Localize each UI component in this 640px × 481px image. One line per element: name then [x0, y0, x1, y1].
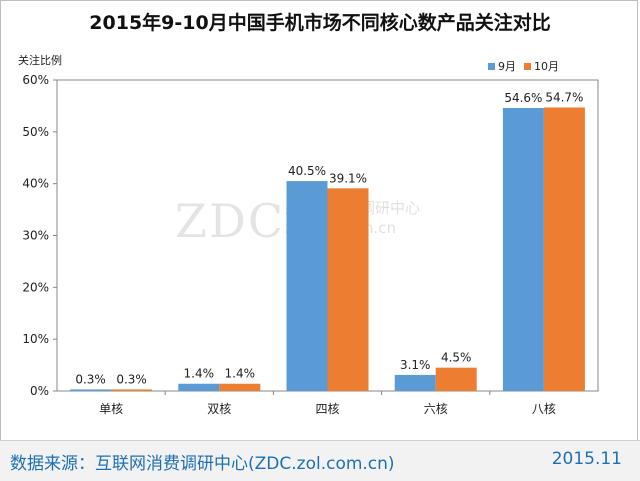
- bar-series-2: [219, 383, 261, 391]
- y-axis-label: 关注比例: [18, 54, 62, 67]
- data-label: 1.4%: [225, 367, 256, 381]
- legend-swatch-series-1: [488, 62, 495, 70]
- data-label: 39.1%: [329, 171, 367, 185]
- y-tick-label: 40%: [22, 177, 49, 191]
- data-label: 54.7%: [545, 90, 583, 104]
- x-tick-label: 单核: [99, 402, 123, 416]
- data-label: 3.1%: [400, 358, 431, 372]
- data-label: 54.6%: [504, 91, 542, 105]
- bar-series-1: [502, 107, 544, 392]
- footer-bar: [0, 440, 640, 481]
- data-label: 1.4%: [184, 367, 215, 381]
- bar-series-1: [286, 181, 328, 391]
- bar-series-2: [111, 389, 153, 391]
- x-tick-label: 双核: [207, 402, 231, 416]
- legend-label-series-1: 9月: [498, 60, 516, 73]
- legend-item-series-1: 9月: [488, 58, 516, 74]
- watermark-logo: ZDC: [175, 194, 286, 248]
- x-tick-label: 八核: [532, 402, 556, 416]
- data-label: 4.5%: [441, 351, 472, 365]
- bar-series-2: [435, 367, 477, 391]
- y-tick-label: 0%: [30, 384, 49, 398]
- data-label: 40.5%: [288, 164, 326, 178]
- y-tick-label: 60%: [22, 73, 49, 87]
- legend-swatch-series-2: [524, 62, 531, 70]
- y-tick-label: 50%: [22, 125, 49, 139]
- chart-title: 2015年9-10月中国手机市场不同核心数产品关注对比: [89, 12, 551, 34]
- bar-series-1: [178, 383, 220, 391]
- legend-item-series-2: 10月: [524, 58, 559, 74]
- footer-source: 数据来源：互联网消费调研中心(ZDC.zol.com.cn): [10, 454, 395, 474]
- y-tick-label: 10%: [22, 332, 49, 346]
- legend: 9月 10月: [488, 58, 559, 74]
- bar-series-2: [543, 107, 585, 391]
- bar-chart: 0% 10% 20% 30% 40% 50% 60% 单核 0.3% 0.3% 双核 1.4% 1.4%…: [22, 73, 599, 416]
- footer-date: 2015.11: [551, 449, 622, 469]
- bar-series-2: [327, 188, 369, 391]
- bar-series-1: [394, 374, 436, 391]
- y-tick-label: 20%: [22, 280, 49, 294]
- data-label: 0.3%: [116, 372, 147, 386]
- data-label: 0.3%: [75, 372, 106, 386]
- bar-series-1: [70, 389, 112, 391]
- y-tick-label: 30%: [22, 229, 49, 243]
- x-tick-label: 六核: [424, 402, 448, 416]
- x-tick-label: 四核: [315, 402, 339, 416]
- legend-label-series-2: 10月: [534, 60, 559, 73]
